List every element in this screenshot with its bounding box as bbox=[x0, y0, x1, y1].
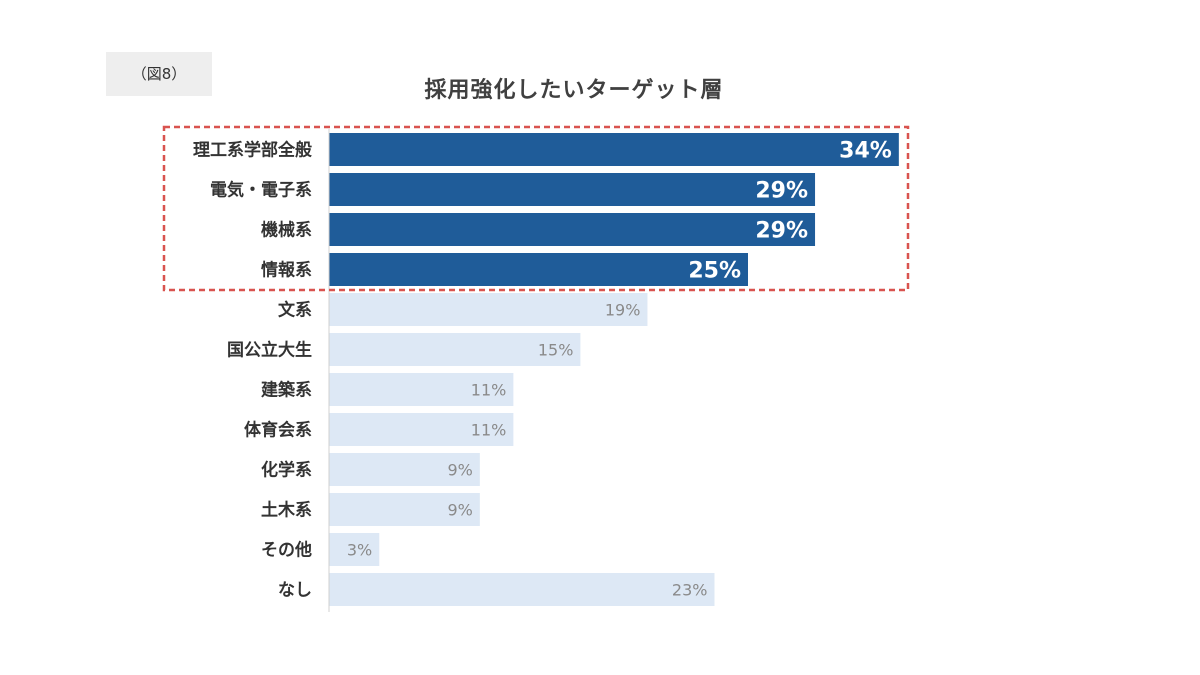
bar-7 bbox=[329, 413, 514, 446]
bar-8 bbox=[329, 453, 480, 486]
category-label-7: 体育会系 bbox=[244, 420, 312, 441]
value-label-6: 11% bbox=[471, 381, 507, 400]
bar-0 bbox=[329, 133, 899, 166]
value-label-1: 29% bbox=[755, 179, 808, 204]
value-label-10: 3% bbox=[347, 541, 372, 560]
bar-9 bbox=[329, 493, 480, 526]
value-label-7: 11% bbox=[471, 421, 507, 440]
value-label-9: 9% bbox=[447, 501, 472, 520]
category-label-5: 国公立大生 bbox=[227, 340, 312, 361]
category-label-3: 情報系 bbox=[261, 260, 312, 281]
category-label-2: 機械系 bbox=[261, 220, 312, 241]
bar-6 bbox=[329, 373, 514, 406]
chart-title: 採用強化したいターゲット層 bbox=[424, 78, 724, 103]
category-label-6: 建築系 bbox=[261, 380, 312, 401]
highlight-box bbox=[162, 125, 910, 292]
bar-11 bbox=[329, 573, 715, 606]
value-label-4: 19% bbox=[605, 301, 641, 320]
value-label-8: 9% bbox=[447, 461, 472, 480]
bar-4 bbox=[329, 293, 648, 326]
value-label-2: 29% bbox=[755, 219, 808, 244]
bar-3 bbox=[329, 253, 748, 286]
value-label-11: 23% bbox=[672, 581, 708, 600]
category-label-10: その他 bbox=[261, 540, 312, 561]
bar-5 bbox=[329, 333, 581, 366]
value-label-0: 34% bbox=[839, 139, 892, 164]
category-label-11: なし bbox=[278, 581, 312, 601]
figure-label: （図8） bbox=[106, 52, 212, 96]
category-label-0: 理工系学部全般 bbox=[193, 140, 312, 161]
bar-1 bbox=[329, 173, 816, 206]
category-label-4: 文系 bbox=[278, 300, 312, 321]
category-label-1: 電気・電子系 bbox=[210, 180, 312, 201]
bar-10 bbox=[329, 533, 380, 566]
value-label-5: 15% bbox=[538, 341, 574, 360]
value-label-3: 25% bbox=[688, 259, 741, 284]
category-label-8: 化学系 bbox=[261, 460, 312, 481]
bar-2 bbox=[329, 213, 816, 246]
category-label-9: 土木系 bbox=[261, 500, 312, 521]
